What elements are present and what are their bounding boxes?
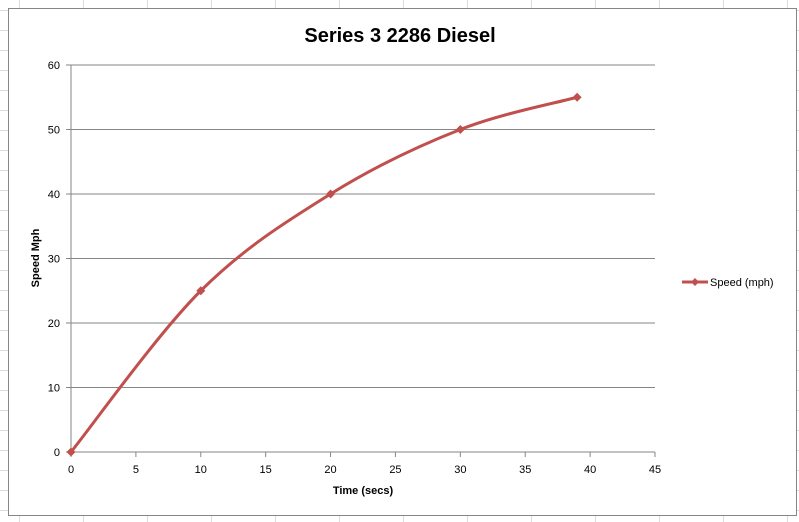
x-tick-label: 20 <box>324 464 336 476</box>
y-axis-title: Speed Mph <box>30 228 42 287</box>
chart-title: Series 3 2286 Diesel <box>304 25 495 47</box>
x-tick-label: 40 <box>584 464 596 476</box>
y-tick-label: 40 <box>48 189 60 201</box>
x-tick-labels: 0 5 10 15 20 25 30 35 40 45 <box>68 464 661 476</box>
legend-diamond-icon <box>691 278 699 286</box>
y-tick-labels: 0 10 20 30 40 50 60 <box>48 60 60 459</box>
y-tick-label: 20 <box>48 318 60 330</box>
x-tick-label: 25 <box>389 464 401 476</box>
x-tick-label: 10 <box>195 464 207 476</box>
data-point-marker <box>196 286 206 296</box>
data-point-marker <box>572 92 582 102</box>
y-tick-label: 50 <box>48 125 60 137</box>
data-point-marker <box>455 125 465 134</box>
x-tick-label: 15 <box>260 464 272 476</box>
axes <box>66 64 656 457</box>
legend-label-speed: Speed (mph) <box>710 277 774 289</box>
data-markers <box>66 92 582 457</box>
legend[interactable]: Speed (mph) <box>682 277 774 289</box>
y-tick-label: 60 <box>48 60 60 72</box>
x-tick-label: 5 <box>133 464 139 476</box>
y-tick-label: 0 <box>54 447 60 459</box>
y-tick-label: 10 <box>48 383 60 395</box>
x-tick-label: 0 <box>68 464 74 476</box>
series-line-speed <box>69 95 579 454</box>
chart-area[interactable] <box>8 8 797 516</box>
x-tick-label: 35 <box>519 464 531 476</box>
gridlines <box>71 64 655 388</box>
x-axis-title: Time (secs) <box>333 485 394 497</box>
x-tick-label: 30 <box>454 464 466 476</box>
x-tick-label: 45 <box>649 464 661 476</box>
data-point-marker <box>326 189 336 199</box>
y-tick-label: 30 <box>48 254 60 266</box>
data-point-marker <box>66 447 76 457</box>
